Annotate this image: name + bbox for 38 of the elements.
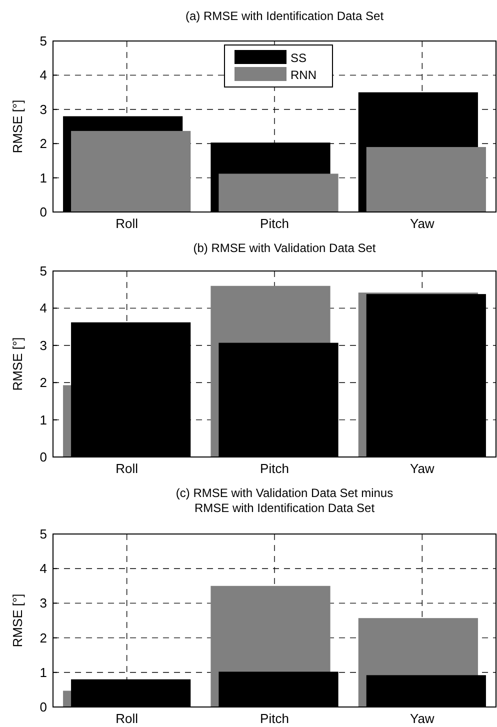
- chart-title: (b) RMSE with Validation Data Set: [193, 241, 376, 255]
- y-tick-label: 5: [40, 264, 47, 278]
- y-tick-label: 3: [40, 338, 47, 353]
- bar: [218, 174, 338, 212]
- y-axis-title: RMSE [°]: [10, 100, 25, 154]
- y-tick-label: 2: [40, 630, 47, 646]
- x-tick-label: Pitch: [260, 461, 289, 476]
- x-tick-label: Roll: [116, 461, 138, 476]
- y-tick-label: 4: [40, 300, 47, 316]
- y-tick-label: 5: [40, 526, 47, 542]
- y-tick-label: 1: [40, 664, 47, 680]
- x-tick-label: Yaw: [410, 461, 435, 476]
- y-tick-label: 5: [40, 34, 47, 48]
- x-tick-label: Roll: [116, 216, 138, 231]
- x-tick-label: Yaw: [410, 711, 435, 726]
- y-tick-label: 3: [40, 596, 47, 611]
- y-tick-label: 0: [40, 450, 47, 464]
- y-tick-label: 1: [40, 170, 47, 186]
- y-tick-label: 4: [40, 561, 47, 576]
- y-tick-label: 2: [40, 136, 47, 152]
- chart-title: (c) RMSE with Validation Data Set minus RMSE with Identification Data Set: [176, 486, 394, 515]
- legend-label: RNN: [290, 68, 316, 82]
- x-tick-label: Roll: [116, 711, 138, 726]
- y-tick-label: 1: [40, 412, 47, 428]
- y-axis-title: RMSE [°]: [10, 337, 25, 391]
- x-tick-label: Pitch: [260, 216, 289, 231]
- x-tick-label: Pitch: [260, 711, 289, 726]
- y-tick-label: 3: [40, 102, 47, 117]
- y-tick-label: 4: [40, 68, 47, 83]
- bar: [366, 147, 486, 212]
- y-tick-label: 2: [40, 375, 47, 390]
- y-tick-label: 0: [40, 700, 47, 714]
- chart-title: (a) RMSE with Identification Data Set: [185, 9, 384, 23]
- x-tick-label: Yaw: [410, 216, 435, 231]
- y-tick-label: 0: [40, 204, 47, 220]
- bar: [71, 130, 191, 212]
- y-axis-title: RMSE [°]: [10, 594, 25, 648]
- legend-label: SS: [290, 51, 307, 65]
